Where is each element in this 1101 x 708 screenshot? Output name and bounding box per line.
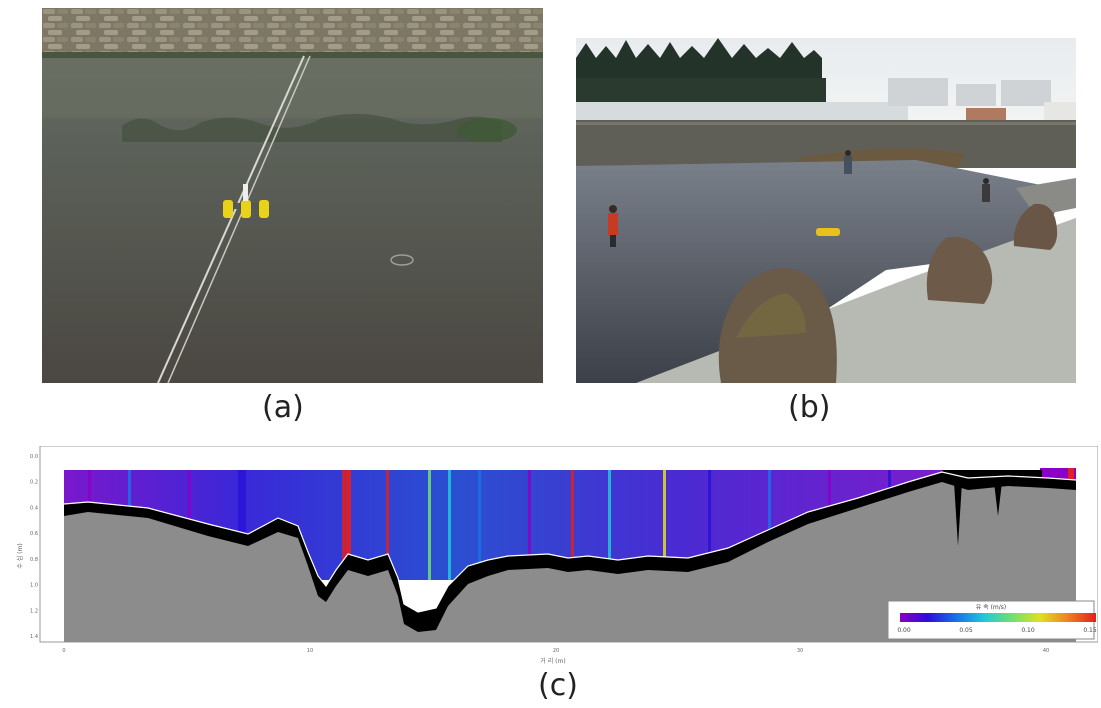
x-axis: 0 10 20 30 40 xyxy=(62,648,1049,654)
y-tick-label: 1.4 xyxy=(30,634,38,640)
y-tick-label: 1.2 xyxy=(30,608,38,614)
y-axis: 0.0 0.2 0.4 0.6 0.8 1.0 1.2 1.4 xyxy=(30,454,38,640)
bed-line xyxy=(63,471,1077,613)
colorbar-gradient xyxy=(900,613,1096,622)
photo-b-field-survey xyxy=(576,38,1076,383)
velocity-streak xyxy=(238,470,246,580)
colorbar-tick-label: 0.10 xyxy=(1021,627,1035,634)
x-axis-label: 거 리 (m) xyxy=(540,657,565,665)
rock-large xyxy=(718,268,837,383)
velocity-streak xyxy=(663,470,666,580)
y-tick-label: 1.0 xyxy=(30,583,38,589)
spike xyxy=(994,482,1002,516)
riverbed xyxy=(64,482,1076,642)
water xyxy=(576,160,1066,383)
velocity-streak xyxy=(428,470,431,580)
caption-b: (b) xyxy=(788,390,831,425)
velocity-streak xyxy=(571,470,574,580)
x-tick-label: 40 xyxy=(1043,648,1049,654)
velocity-streak xyxy=(342,470,350,580)
velocity-streak xyxy=(386,470,389,580)
people xyxy=(608,150,990,247)
y-tick-label: 0.4 xyxy=(30,505,38,511)
y-tick-label: 0.2 xyxy=(30,480,38,486)
photo-a-river-boat xyxy=(42,8,543,383)
x-tick-label: 20 xyxy=(553,648,559,654)
rock-mid xyxy=(926,236,993,304)
velocity-streak xyxy=(1068,468,1074,490)
colorbar-title: 유 속 (m/s) xyxy=(976,603,1007,611)
adcp-boat xyxy=(223,184,269,218)
float-device xyxy=(816,228,840,236)
y-tick-label: 0.6 xyxy=(30,531,38,537)
surface-blanking xyxy=(942,470,1042,480)
velocity-streak xyxy=(708,470,711,580)
rock-far xyxy=(1013,203,1058,250)
velocity-streak xyxy=(608,470,611,580)
velocity-streak xyxy=(348,470,351,580)
y-tick-label: 0.8 xyxy=(30,557,38,563)
x-tick-label: 10 xyxy=(307,648,313,654)
velocity-streak xyxy=(448,470,451,580)
velocity-streak xyxy=(478,470,481,580)
colorbar-tick-label: 0.15 xyxy=(1083,627,1097,634)
greenhouses xyxy=(576,102,908,120)
y-axis-label: 수 심 (m) xyxy=(16,543,24,568)
tether-rope xyxy=(157,55,305,383)
velocity-streak xyxy=(768,470,771,580)
spike xyxy=(954,482,962,546)
plot-area xyxy=(63,468,1077,642)
velocity-streak xyxy=(528,470,531,580)
x-tick-label: 0 xyxy=(62,648,65,654)
colorbar-tick-label: 0.05 xyxy=(959,627,973,634)
caption-c: (c) xyxy=(538,668,578,703)
y-tick-label: 0.0 xyxy=(30,454,38,460)
stone-wall xyxy=(42,8,543,54)
caption-a: (a) xyxy=(262,390,304,425)
colorbar-tick-label: 0.00 xyxy=(897,627,911,634)
colorbar-legend: 유 속 (m/s) 0.00 0.05 0.10 0.15 xyxy=(887,600,1097,640)
x-tick-label: 30 xyxy=(797,648,803,654)
velocity-profile-panel: 0.0 0.2 0.4 0.6 0.8 1.0 1.2 1.4 수 심 (m) 0 10 20 30… xyxy=(8,445,1099,668)
